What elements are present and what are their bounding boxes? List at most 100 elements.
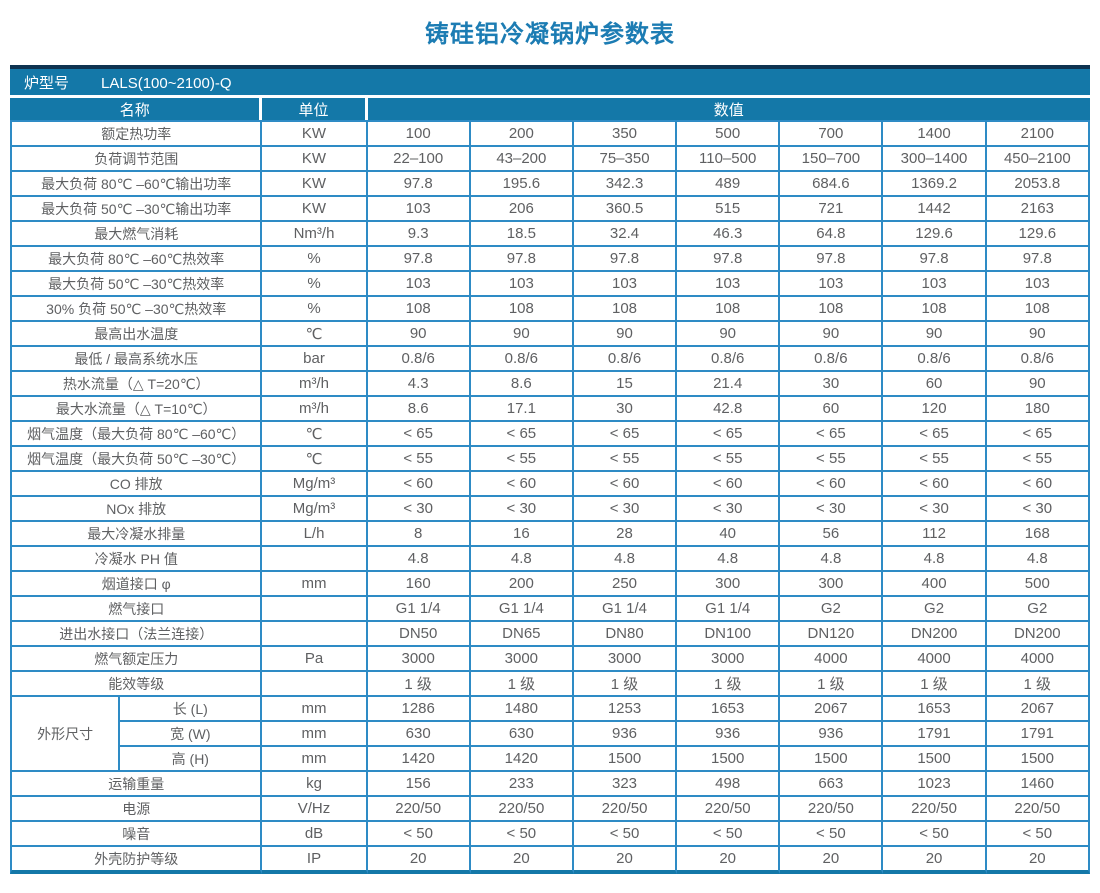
value-cell: < 30 [470, 497, 574, 522]
value-cell: 90 [573, 322, 678, 347]
row-label-cell: CO 排放 [10, 472, 263, 497]
value-cell: 300 [677, 572, 781, 597]
value-cell: 100 [367, 120, 471, 147]
value-cell: 3000 [677, 647, 781, 672]
value-cell: 97.8 [573, 247, 678, 272]
unit-cell [262, 547, 368, 572]
table-row: 进出水接口（法兰连接） DN50 DN65 DN80 DN100 DN120 DN200 DN… [10, 622, 1090, 647]
column-header-row: 名称 单位 数值 [10, 98, 1090, 120]
value-cell: 1 级 [986, 672, 1090, 697]
value-cell: 20 [573, 847, 678, 874]
value-cell: 1442 [883, 197, 987, 222]
table-row: 30% 负荷 50℃ –30℃热效率% 108 108 108 108 108 108 108 [10, 297, 1090, 322]
row-label-cell: 最低 / 最高系统水压 [10, 347, 263, 372]
unit-cell: V/Hz [262, 797, 368, 822]
value-cell: 4000 [780, 647, 884, 672]
value-cell: 20 [986, 847, 1090, 874]
model-value: LALS(100~2100)-Q [101, 74, 232, 92]
value-cell: DN80 [573, 622, 678, 647]
value-cell: 8.6 [367, 397, 471, 422]
value-cell: 108 [883, 297, 987, 322]
value-cell: 90 [986, 322, 1090, 347]
value-cell: 103 [677, 272, 781, 297]
value-cell: 220/50 [986, 797, 1090, 822]
row-label-cell: 烟气温度（最大负荷 80℃ –60℃） [10, 422, 263, 447]
header-gap [10, 95, 1090, 98]
table-row: 最大负荷 80℃ –60℃输出功率 KW 97.8 195.6 342.3 489 684.… [10, 172, 1090, 197]
unit-cell [262, 622, 368, 647]
value-cell: 663 [780, 772, 884, 797]
value-cell: 1400 [883, 120, 987, 147]
value-cell: 56 [780, 522, 884, 547]
table-row: 最大负荷 50℃ –30℃热效率% 103 103 103 103 103 103 103 [10, 272, 1090, 297]
value-cell: 3000 [367, 647, 471, 672]
value-cell: 8 [367, 522, 471, 547]
value-cell: < 65 [883, 422, 987, 447]
value-cell: 20 [677, 847, 781, 874]
page-title: 铸硅铝冷凝锅炉参数表 [425, 21, 675, 48]
dimension-group-label-cell: 外形尺寸 [10, 697, 121, 772]
model-row: 炉型号 LALS(100~2100)-Q [10, 65, 1090, 95]
value-cell: 1253 [573, 697, 678, 722]
dimension-sub-label-cell: 宽 (W) [120, 722, 263, 747]
value-cell: < 30 [367, 497, 471, 522]
value-cell: 103 [883, 272, 987, 297]
value-cell: G2 [986, 597, 1090, 622]
row-label-cell: 最大负荷 80℃ –60℃输出功率 [10, 172, 263, 197]
value-cell: 97.8 [677, 247, 781, 272]
value-cell: < 60 [573, 472, 678, 497]
row-label-cell: 最大燃气消耗 [10, 222, 263, 247]
value-cell: 936 [677, 722, 781, 747]
value-cell: 684.6 [780, 172, 884, 197]
value-cell: 700 [780, 120, 884, 147]
value-cell: 4.8 [367, 547, 471, 572]
row-label-cell: 能效等级 [10, 672, 263, 697]
value-cell: 75–350 [573, 147, 678, 172]
value-cell: 129.6 [986, 222, 1090, 247]
value-cell: 20 [883, 847, 987, 874]
table-row: 电源 V/Hz 220/50 220/50 220/50 220/50 220/50 220/… [10, 797, 1090, 822]
value-cell: G1 1/4 [367, 597, 471, 622]
value-cell: 220/50 [780, 797, 884, 822]
unit-cell: mm [262, 697, 368, 722]
value-cell: 90 [367, 322, 471, 347]
row-label-cell: 最大冷凝水排量 [10, 522, 263, 547]
value-cell: 150–700 [780, 147, 884, 172]
value-cell: 129.6 [883, 222, 987, 247]
value-cell: 18.5 [470, 222, 574, 247]
value-cell: 1500 [573, 747, 678, 772]
value-cell: 1 级 [470, 672, 574, 697]
value-cell: 1653 [883, 697, 987, 722]
value-cell: < 50 [367, 822, 471, 847]
value-cell: 4.8 [573, 547, 678, 572]
value-cell: 0.8/6 [367, 347, 471, 372]
row-label-cell: 30% 负荷 50℃ –30℃热效率 [10, 297, 263, 322]
value-cell: 103 [367, 272, 471, 297]
model-cell: 炉型号 LALS(100~2100)-Q [10, 65, 1090, 95]
value-cell: 20 [367, 847, 471, 874]
table-row: 噪音 dB < 50 < 50 < 50 < 50 < 50 < 50 < 50 [10, 822, 1090, 847]
value-cell: 32.4 [573, 222, 678, 247]
row-label-cell: 最大负荷 50℃ –30℃热效率 [10, 272, 263, 297]
unit-cell: Mg/m³ [262, 472, 368, 497]
value-cell: 1 级 [780, 672, 884, 697]
value-cell: < 30 [883, 497, 987, 522]
value-cell: G2 [883, 597, 987, 622]
value-cell: 220/50 [677, 797, 781, 822]
table-row: NOx 排放 Mg/m³ < 30 < 30 < 30 < 30 < 30 < 30 < 30 [10, 497, 1090, 522]
value-cell: 156 [367, 772, 471, 797]
value-cell: 0.8/6 [780, 347, 884, 372]
value-cell: < 55 [367, 447, 471, 472]
value-cell: DN50 [367, 622, 471, 647]
value-cell: 112 [883, 522, 987, 547]
value-cell: 97.8 [367, 172, 471, 197]
unit-cell: KW [262, 197, 368, 222]
unit-cell: bar [262, 347, 368, 372]
row-label-cell: NOx 排放 [10, 497, 263, 522]
value-cell: 60 [780, 397, 884, 422]
row-label-cell: 最大水流量（△ T=10℃） [10, 397, 263, 422]
value-cell: 195.6 [470, 172, 574, 197]
table-row: 烟气温度（最大负荷 50℃ –30℃） ℃ < 55 < 55 < 55 < 55 < 55… [10, 447, 1090, 472]
header-unit-cell: 单位 [262, 98, 368, 120]
